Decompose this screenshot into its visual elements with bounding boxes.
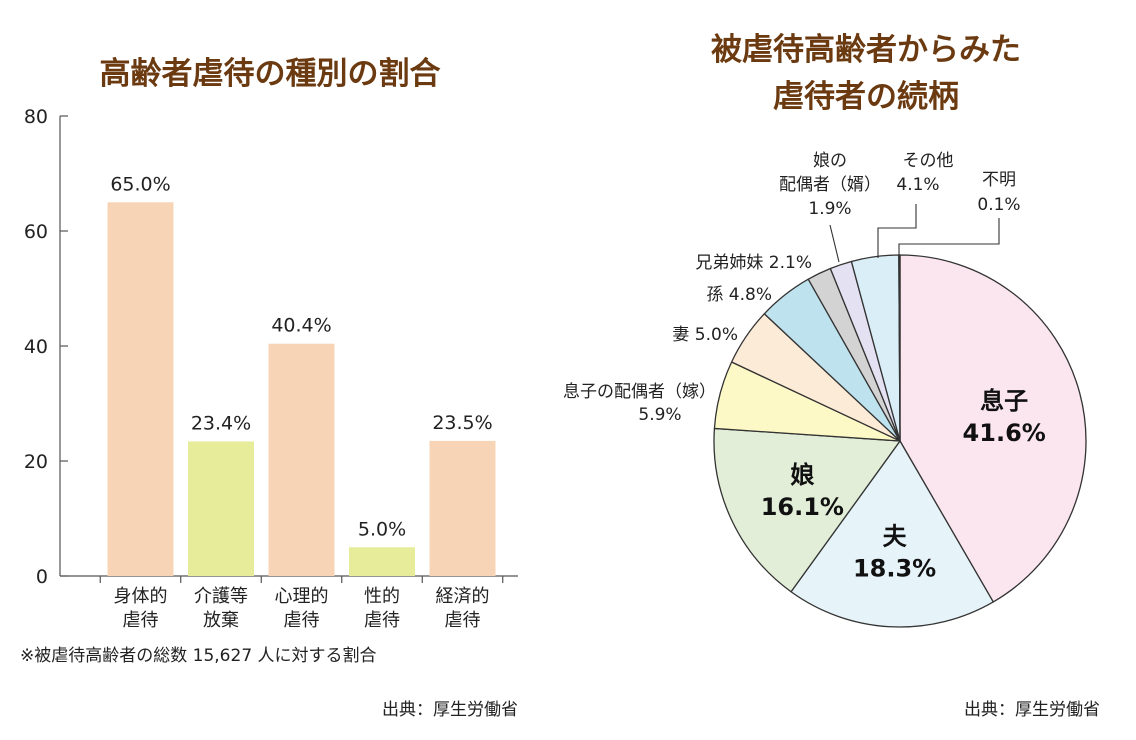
- pie-chart-title-line-1: 被虐待高齢者からみた: [711, 32, 1021, 68]
- bar-value-label: 65.0%: [110, 173, 170, 195]
- x-category-label: 介護等: [194, 586, 248, 607]
- pie-slice-label-line-2: 配偶者（婿）: [779, 175, 881, 195]
- pie-slice-value-label: 4.1%: [896, 175, 939, 195]
- bar: [188, 441, 254, 576]
- x-category-label: 心理的: [275, 586, 329, 607]
- pie-slice-label: 不明: [982, 170, 1016, 190]
- pie-slice-label: 娘の: [813, 151, 847, 171]
- bar-value-label: 23.5%: [432, 412, 492, 434]
- pie-slice-value-label: 5.9%: [638, 405, 681, 425]
- bar-value-label: 23.4%: [191, 412, 251, 434]
- x-category-label: 身体的: [114, 586, 168, 607]
- x-category-label: 虐待: [364, 610, 400, 631]
- bar: [429, 440, 496, 576]
- pie-slice-label: 娘: [790, 461, 814, 489]
- x-category-label: 虐待: [445, 610, 481, 631]
- pie-slice-label: 孫 4.8%: [706, 285, 772, 305]
- pie-slice-value-label: 41.6%: [963, 419, 1046, 447]
- pie-slice: [899, 254, 1087, 603]
- callout-line: [898, 218, 1000, 255]
- x-category-label: 経済的: [436, 586, 490, 607]
- x-category-label: 放棄: [203, 610, 239, 631]
- pie-slice-label: 夫: [883, 523, 908, 551]
- bar-chart-footnote: ※被虐待高齢者の総数 15,627 人に対する割合: [20, 646, 377, 666]
- bar: [268, 343, 335, 576]
- pie-slice-label: 息子: [980, 387, 1028, 415]
- bar-value-label: 5.0%: [358, 518, 406, 540]
- pie-slice: [898, 254, 901, 442]
- pie-slice: [713, 427, 901, 593]
- pie-slice-label: その他: [903, 151, 954, 171]
- pie-chart-title-line-2: 虐待者の続柄: [773, 79, 959, 115]
- bar: [349, 547, 415, 576]
- y-tick-label: 20: [24, 451, 48, 473]
- pie-chart-source: 出典：厚生労働省: [964, 700, 1100, 720]
- pie-slice-value-label: 0.1%: [977, 195, 1020, 215]
- bar-chart-source: 出典：厚生労働省: [382, 700, 518, 720]
- pie-slice-value-label: 1.9%: [808, 199, 851, 219]
- pie-slice-value-label: 18.3%: [853, 555, 936, 583]
- pie-slice-label: 息子の配偶者（嫁）: [563, 382, 716, 402]
- bar-chart-title: 高齢者虐待の種別の割合: [100, 56, 441, 92]
- x-category-label: 性的: [364, 586, 400, 607]
- pie-chart: 息子 41.6% 夫 18.3% 娘 16.1% 息子の配偶者（嫁） 5.9% 妻 5.0% 孫 …: [563, 151, 1087, 628]
- y-tick-label: 80: [24, 106, 48, 128]
- x-category-label: 虐待: [123, 610, 159, 631]
- callout-line: [829, 224, 840, 263]
- x-category-label: 虐待: [284, 610, 320, 631]
- pie-slice-value-label: 16.1%: [761, 493, 844, 521]
- bar: [107, 202, 174, 576]
- pie-slice: [790, 440, 994, 628]
- callout-line: [877, 204, 917, 258]
- pie-slice-label: 兄弟姉妹 2.1%: [695, 253, 812, 273]
- pie-slice-label: 妻 5.0%: [672, 325, 738, 345]
- y-tick-label: 40: [24, 336, 48, 358]
- y-tick-label: 60: [24, 221, 48, 243]
- bar-value-label: 40.4%: [271, 315, 331, 337]
- y-tick-label: 0: [36, 566, 48, 588]
